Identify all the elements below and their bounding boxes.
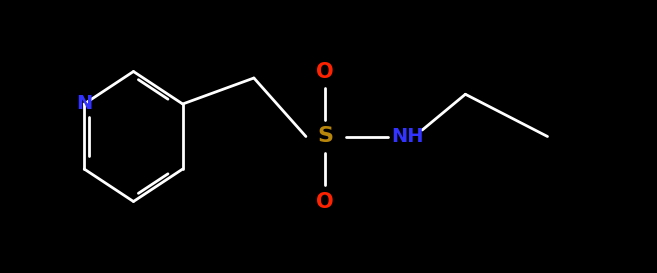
Text: NH: NH xyxy=(391,127,424,146)
Text: N: N xyxy=(76,94,93,114)
Text: O: O xyxy=(316,191,334,212)
Text: O: O xyxy=(316,61,334,82)
Text: S: S xyxy=(317,126,333,147)
